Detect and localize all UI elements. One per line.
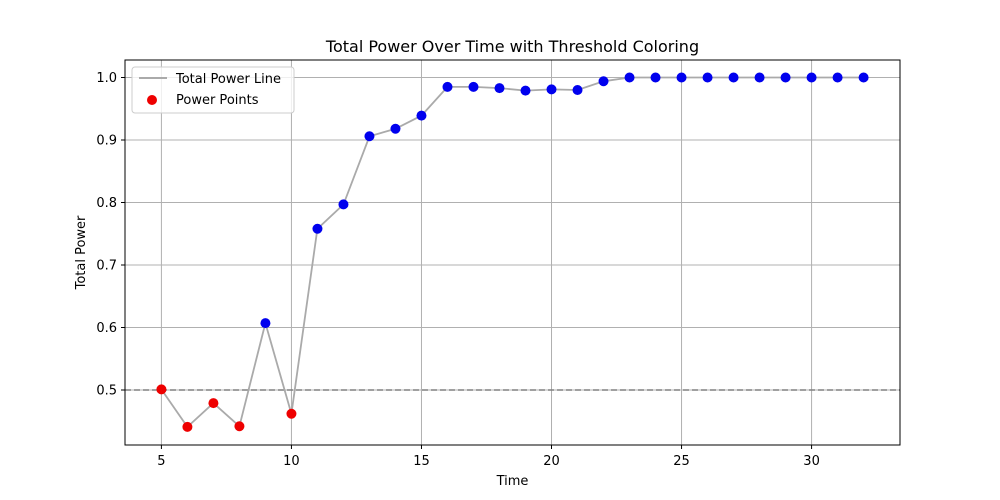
total-power-line bbox=[160, 76, 864, 429]
x-tick-label: 30 bbox=[803, 454, 820, 469]
y-tick-label: 0.7 bbox=[96, 259, 117, 274]
power-line-layer bbox=[160, 76, 864, 429]
power-point bbox=[156, 384, 167, 395]
power-point bbox=[520, 85, 531, 96]
x-tick-label: 10 bbox=[283, 454, 300, 469]
power-point bbox=[728, 72, 739, 83]
power-point bbox=[416, 110, 427, 121]
power-point bbox=[572, 85, 583, 95]
y-tick-label: 0.6 bbox=[96, 321, 117, 336]
power-point bbox=[468, 81, 479, 92]
plot-frame bbox=[124, 59, 901, 446]
x-ticks: 5 10 15 20 25 30 bbox=[157, 445, 820, 469]
power-point bbox=[182, 421, 193, 432]
power-point bbox=[494, 83, 505, 94]
x-axis-label: Time bbox=[496, 474, 529, 489]
x-tick-label: 15 bbox=[413, 454, 430, 469]
power-point bbox=[832, 72, 843, 83]
power-point bbox=[286, 408, 297, 419]
y-tick-label: 1.0 bbox=[96, 71, 117, 86]
power-point bbox=[806, 72, 817, 83]
y-tick-label: 0.8 bbox=[96, 196, 117, 211]
y-ticks: 0.5 0.6 0.7 0.8 0.9 1.0 bbox=[96, 71, 125, 399]
power-points-layer bbox=[156, 72, 869, 432]
power-point bbox=[546, 84, 557, 95]
power-point bbox=[702, 72, 713, 83]
power-point bbox=[624, 72, 635, 83]
power-point bbox=[312, 223, 323, 234]
power-point bbox=[390, 123, 401, 134]
chart-title: Total Power Over Time with Threshold Col… bbox=[325, 37, 699, 56]
y-tick-label: 0.5 bbox=[96, 384, 117, 399]
power-point bbox=[754, 72, 765, 83]
power-point bbox=[338, 199, 349, 210]
power-point bbox=[858, 72, 869, 83]
power-point bbox=[234, 421, 245, 432]
x-tick-label: 25 bbox=[673, 454, 690, 469]
y-axis-label: Total Power bbox=[74, 215, 89, 290]
x-tick-label: 20 bbox=[543, 454, 560, 469]
power-point bbox=[260, 318, 271, 329]
power-point bbox=[650, 72, 661, 83]
legend-box bbox=[131, 66, 295, 114]
legend-entry-points: Power Points bbox=[176, 93, 259, 108]
y-tick-label: 0.9 bbox=[96, 134, 117, 149]
power-point bbox=[780, 72, 791, 83]
power-point bbox=[364, 131, 375, 142]
grid bbox=[125, 60, 900, 445]
legend: Total Power Line Power Points bbox=[131, 66, 295, 114]
x-tick-label: 5 bbox=[157, 454, 165, 469]
power-point bbox=[208, 398, 219, 409]
power-point bbox=[442, 81, 453, 92]
power-point bbox=[598, 76, 609, 87]
legend-point-swatch bbox=[147, 95, 157, 105]
power-point bbox=[676, 72, 687, 83]
legend-entry-line: Total Power Line bbox=[175, 72, 281, 87]
